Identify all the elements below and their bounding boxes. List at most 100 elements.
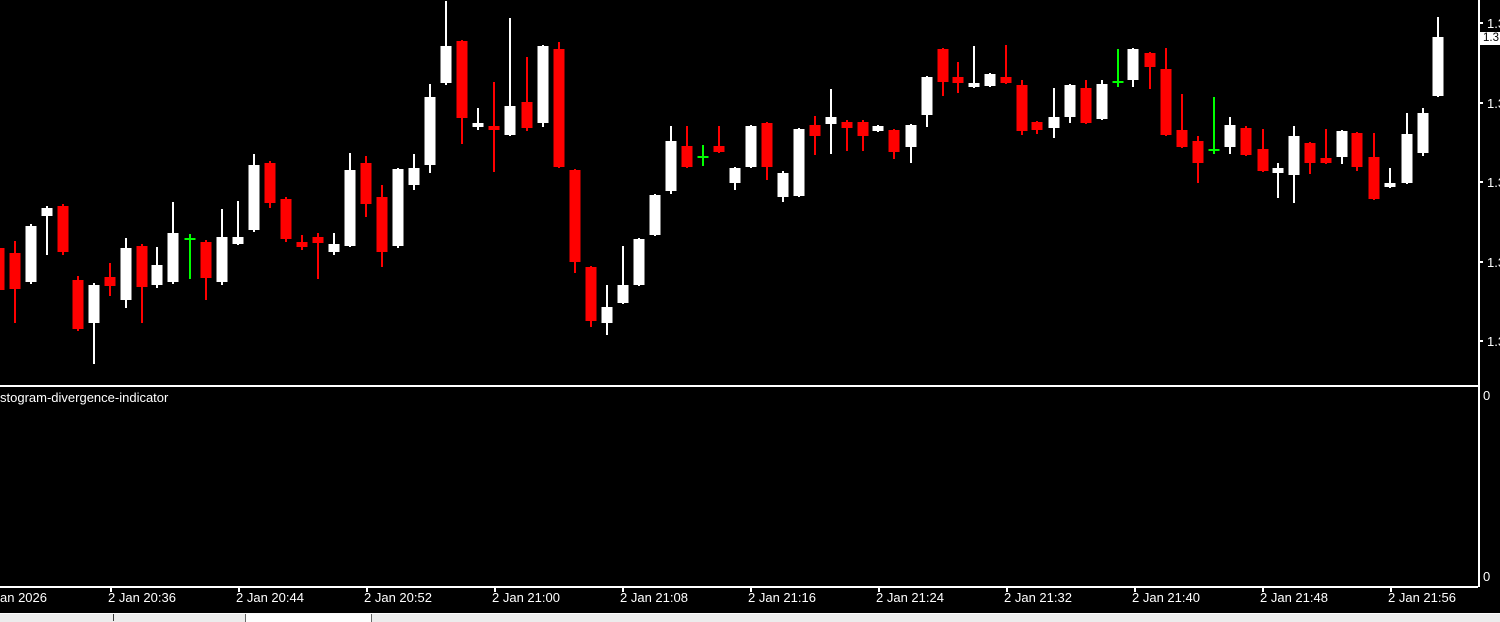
bear-candle	[136, 244, 148, 323]
candle-body	[872, 126, 884, 131]
bull-candle	[392, 168, 404, 248]
bull-candle	[232, 201, 244, 245]
chart-tab-bar[interactable]	[0, 613, 1500, 622]
candle-body	[488, 126, 500, 130]
candle-body	[633, 239, 645, 285]
candle-body	[88, 285, 100, 323]
price-axis-tick	[1478, 340, 1483, 342]
bull-candle	[120, 238, 132, 308]
bear-candle	[376, 185, 388, 267]
candle-body	[888, 130, 900, 152]
bear-candle	[1320, 129, 1332, 164]
bull-candle	[248, 154, 260, 232]
bull-candle	[968, 46, 980, 88]
bear-candle	[57, 204, 69, 255]
bull-candle	[617, 246, 629, 304]
candle-body	[1064, 85, 1076, 117]
doji-candle	[184, 234, 196, 279]
candle-body	[921, 77, 933, 115]
bull-candle	[151, 247, 163, 288]
candle-body	[1320, 158, 1332, 163]
candle-body	[857, 122, 869, 136]
candle-body	[312, 237, 324, 243]
bear-candle	[952, 62, 964, 93]
time-axis-label: 2 Jan 21:40	[1132, 590, 1200, 605]
candle-body	[1432, 37, 1444, 96]
bull-candle	[633, 238, 645, 286]
bear-candle	[0, 248, 5, 290]
candle-body	[1016, 85, 1028, 131]
bull-candle	[872, 125, 884, 132]
price-axis-label: 1.3	[1487, 255, 1500, 270]
candle-body	[1272, 168, 1284, 173]
candle-body	[825, 117, 837, 124]
candle-body	[504, 106, 516, 135]
bull-candle	[1064, 84, 1076, 123]
time-axis-tick	[1134, 588, 1136, 592]
candlestick-chart-canvas[interactable]	[0, 0, 1500, 586]
candle-body	[984, 74, 996, 86]
candle-body	[72, 280, 84, 329]
price-axis-label: 1.3	[1487, 96, 1500, 111]
bull-candle	[537, 45, 549, 127]
time-axis-tick	[366, 588, 368, 592]
bull-candle	[1417, 108, 1429, 156]
chart-tab-active[interactable]	[245, 614, 372, 622]
candle-body	[1257, 149, 1269, 171]
time-axis-tick	[1006, 588, 1008, 592]
candle-body	[809, 125, 821, 136]
candle-body	[376, 197, 388, 252]
price-axis-tick	[1478, 181, 1483, 183]
bear-candle	[1016, 80, 1028, 135]
candle-body	[713, 146, 725, 152]
candle-body	[729, 168, 741, 183]
candle-body	[264, 163, 276, 203]
bear-candle	[1080, 80, 1092, 124]
candle-body	[1304, 143, 1316, 163]
candle-body	[905, 125, 917, 147]
candle-body	[952, 77, 964, 83]
time-axis-label: 2 Jan 21:32	[1004, 590, 1072, 605]
candle-body	[232, 237, 244, 244]
bull-candle	[1401, 113, 1413, 184]
candle-body	[136, 246, 148, 287]
bull-candle	[729, 167, 741, 190]
candle-body	[1000, 77, 1012, 83]
candle-body	[392, 169, 404, 246]
candle-body	[1144, 53, 1156, 67]
candle-body	[57, 206, 69, 252]
time-axis-label: 2 Jan 20:44	[236, 590, 304, 605]
indicator-pane-separator[interactable]	[0, 385, 1478, 387]
bear-candle	[1351, 132, 1363, 171]
bull-candle	[41, 206, 53, 255]
current-price-box: 1.3	[1480, 32, 1500, 45]
indicator-name-label: stogram-divergence-indicator	[0, 390, 169, 405]
bear-candle	[713, 126, 725, 153]
bull-candle	[1288, 126, 1300, 203]
bear-candle	[296, 235, 308, 250]
bear-candle	[9, 241, 21, 323]
price-axis-line	[1478, 0, 1480, 587]
bull-candle	[472, 108, 484, 130]
price-axis-tick	[1478, 102, 1483, 104]
time-axis-tick	[878, 588, 880, 592]
bull-candle	[1336, 130, 1348, 164]
time-axis-tick	[750, 588, 752, 592]
price-axis-label: 1.3	[1487, 175, 1500, 190]
candle-body	[9, 253, 21, 289]
candle-body	[1240, 128, 1252, 155]
bull-candle	[793, 128, 805, 197]
candle-body	[216, 237, 228, 282]
candle-body	[1176, 130, 1188, 147]
candle-body	[793, 129, 805, 196]
bull-candle	[601, 285, 613, 335]
candle-body	[1080, 88, 1092, 123]
bull-candle	[921, 76, 933, 127]
candle-body	[1384, 183, 1396, 187]
bull-candle	[424, 84, 436, 173]
bear-candle	[1257, 129, 1269, 172]
bull-candle	[88, 283, 100, 364]
bull-candle	[216, 209, 228, 285]
bull-candle	[167, 202, 179, 284]
